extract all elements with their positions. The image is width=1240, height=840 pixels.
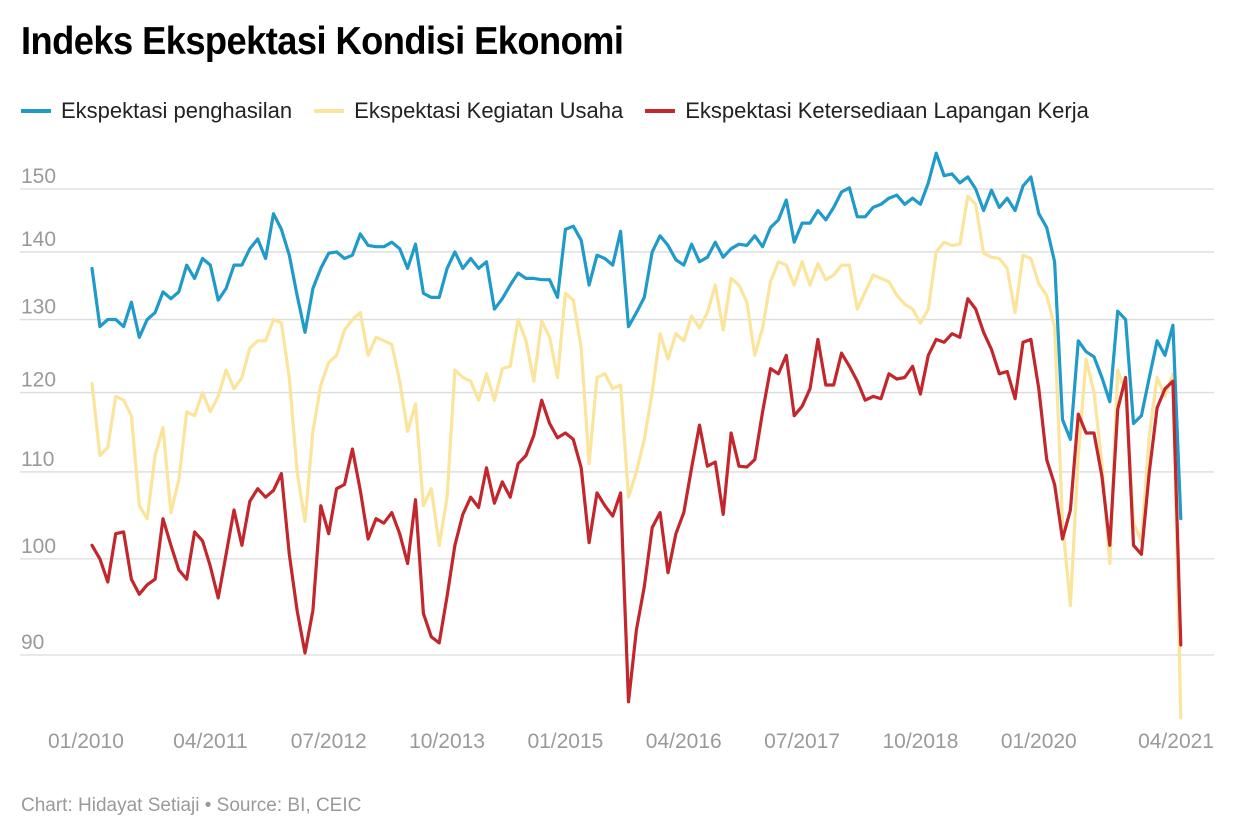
x-tick-label: 10/2013 [409,730,485,753]
y-axis-tick-labels: 90 100 110 120 130 140 150 [21,165,56,654]
x-tick-label: 07/2017 [764,730,840,753]
y-tick-label: 90 [21,631,44,654]
series-line-kegiatan-usaha [90,194,1183,720]
chart-legend: Ekspektasi penghasilan Ekspektasi Kegiat… [21,98,1111,124]
y-tick-label: 120 [21,369,56,392]
legend-label-penghasilan: Ekspektasi penghasilan [61,98,293,123]
y-tick-label: 150 [21,165,56,188]
legend-item-penghasilan: Ekspektasi penghasilan [21,98,292,124]
legend-swatch-penghasilan [21,109,51,113]
x-tick-label: 01/2020 [1001,730,1077,753]
y-tick-label: 100 [21,535,56,558]
y-tick-label: 130 [21,296,56,319]
series-line-penghasilan [90,151,1183,521]
x-tick-label: 04/2016 [646,730,722,753]
chart-title: Indeks Ekspektasi Kondisi Ekonomi [21,20,624,63]
legend-item-lapangan-kerja: Ekspektasi Ketersediaan Lapangan Kerja [645,98,1089,124]
x-tick-label: 01/2010 [48,730,124,753]
x-axis-tick-labels: 01/2010 04/2011 07/2012 10/2013 01/2015 04/20… [48,730,1214,753]
legend-swatch-kegiatan-usaha [314,109,345,113]
x-tick-label: 10/2018 [882,730,958,753]
legend-swatch-lapangan-kerja [645,109,676,113]
y-tick-label: 110 [21,448,54,471]
y-tick-label: 140 [21,228,56,251]
x-tick-label: 04/2011 [173,730,247,753]
legend-label-lapangan-kerja: Ekspektasi Ketersediaan Lapangan Kerja [685,98,1089,123]
x-tick-label: 07/2012 [291,730,367,753]
legend-item-kegiatan-usaha: Ekspektasi Kegiatan Usaha [314,98,623,124]
x-tick-label: 04/2021 [1138,730,1214,753]
legend-label-kegiatan-usaha: Ekspektasi Kegiatan Usaha [354,98,624,123]
series-lines [90,151,1183,720]
x-tick-label: 01/2015 [527,730,603,753]
grid-lines [20,188,1214,656]
chart-source-credit: Chart: Hidayat Setiaji • Source: BI, CEI… [21,795,362,816]
series-line-lapangan-kerja [90,297,1183,704]
